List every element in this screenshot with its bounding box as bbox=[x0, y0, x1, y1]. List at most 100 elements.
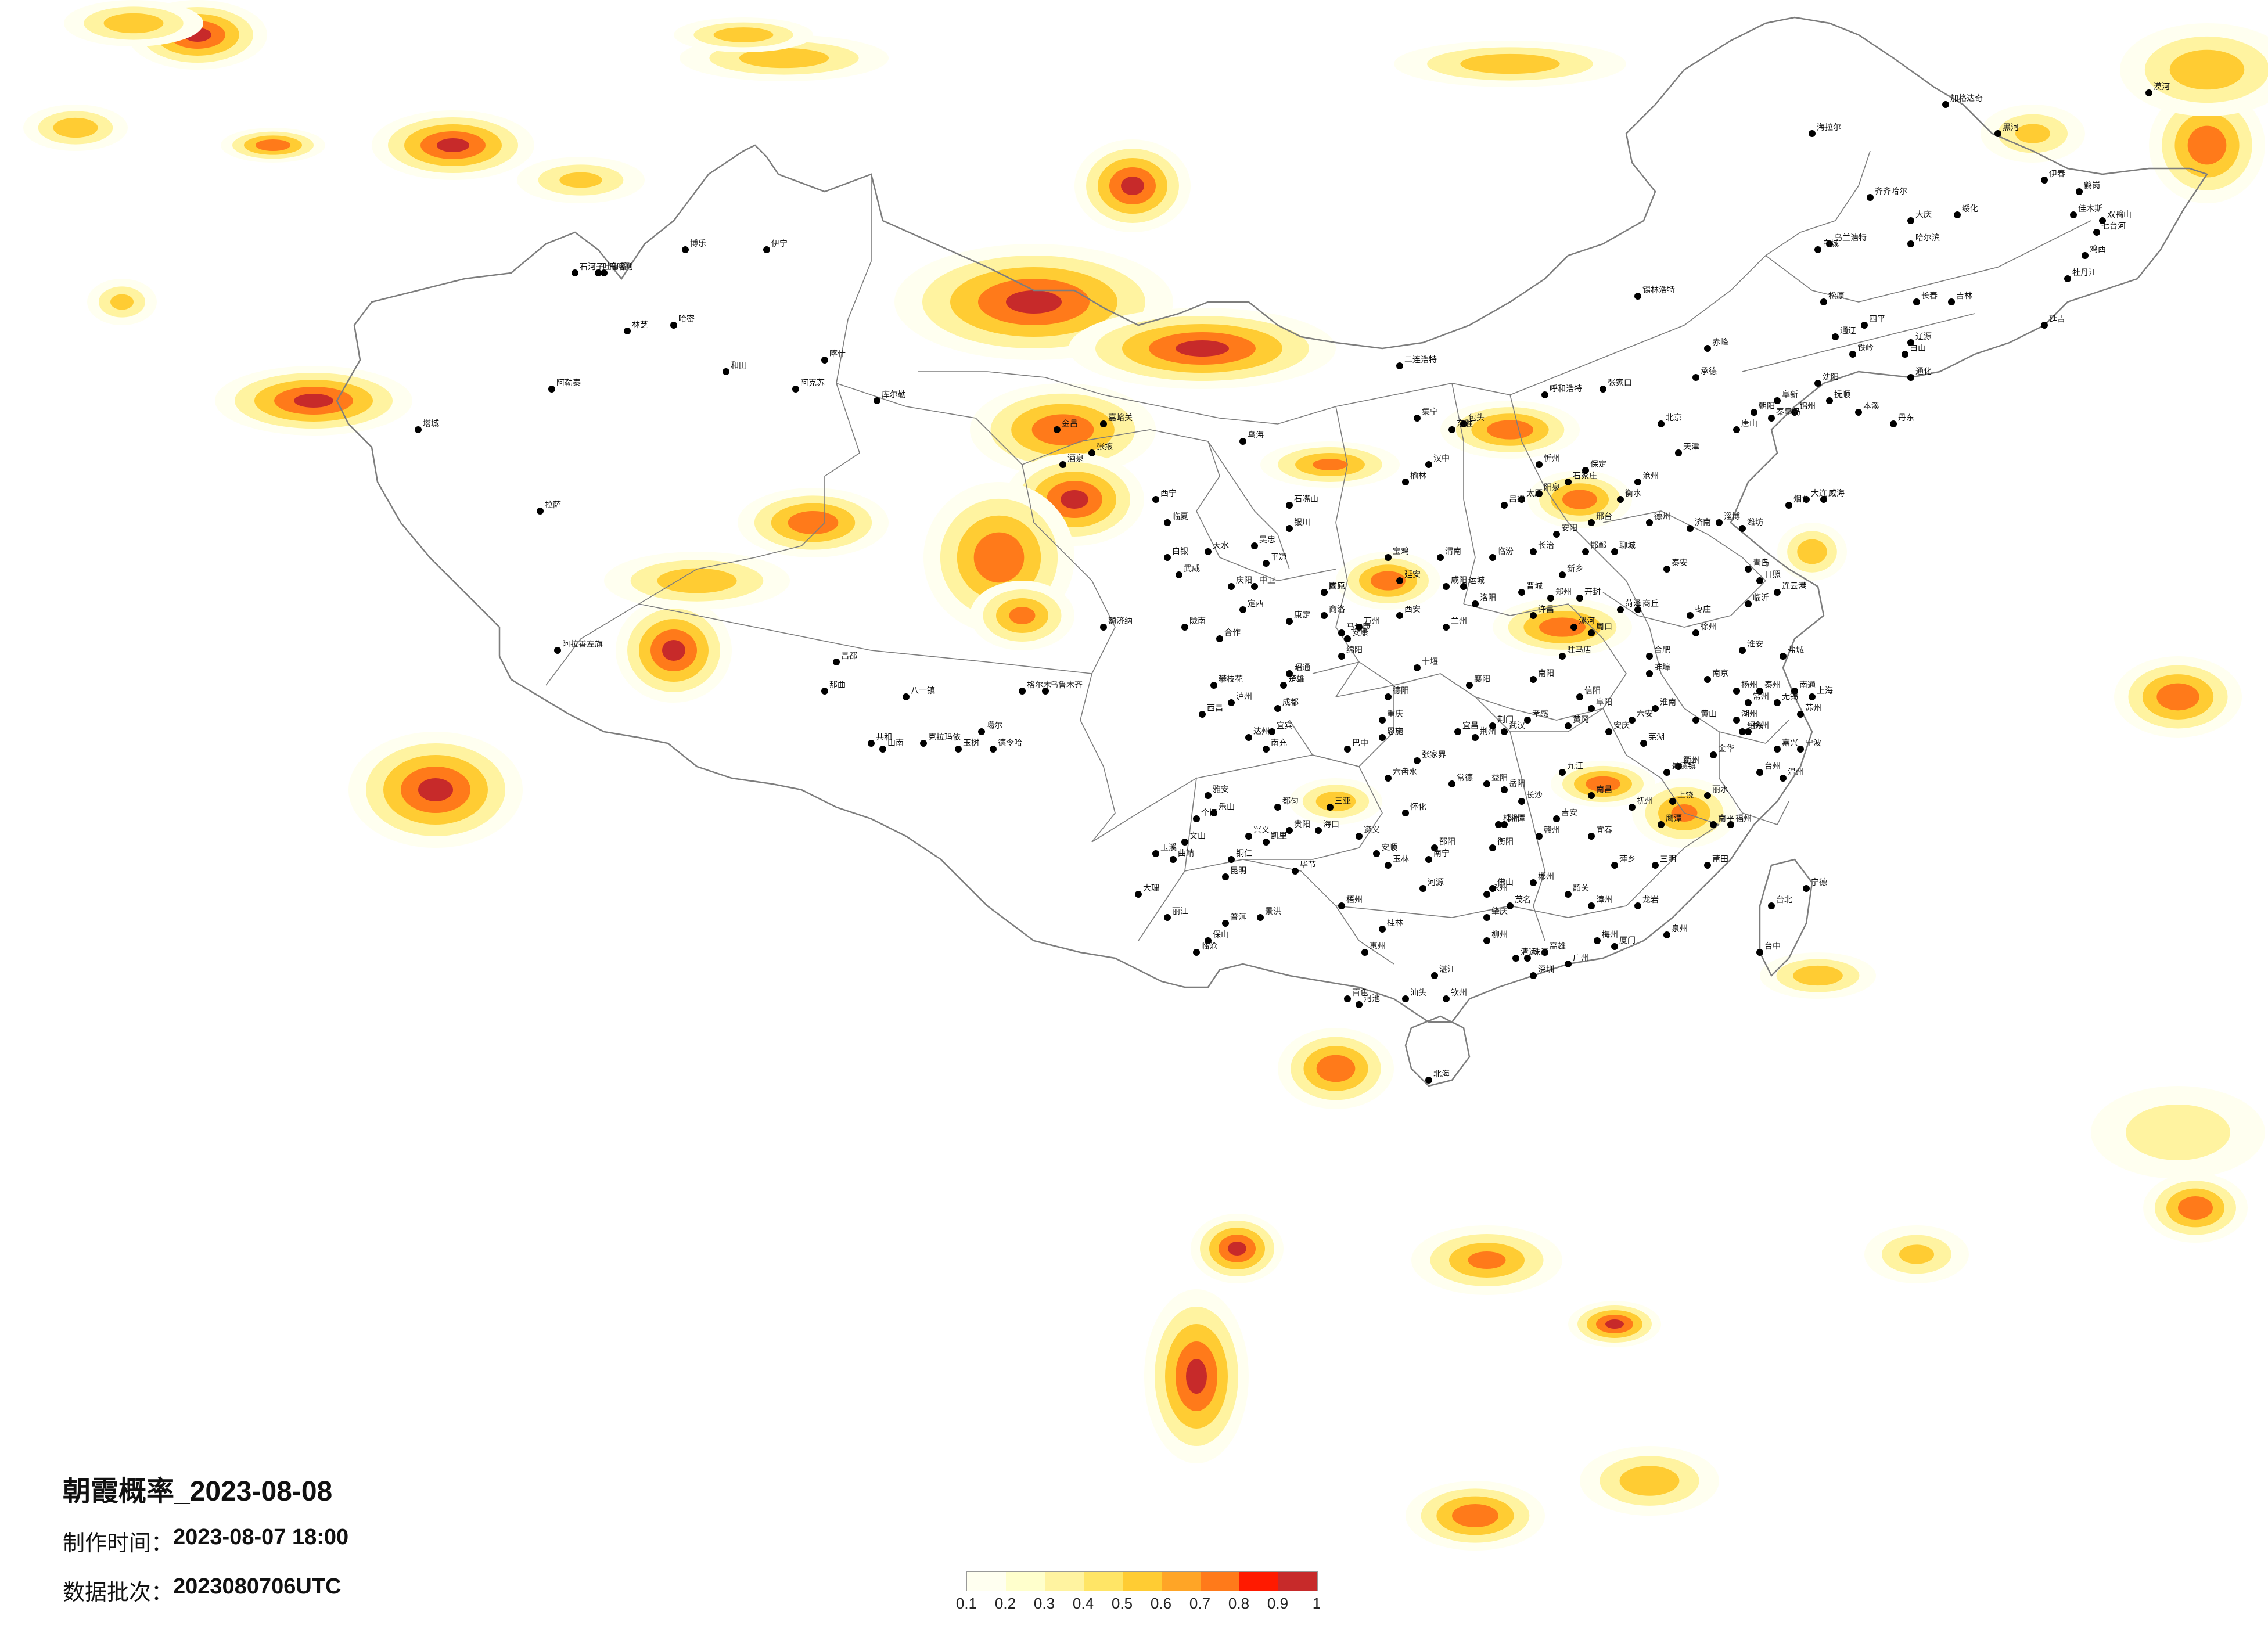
city-dot bbox=[1814, 380, 1821, 387]
city-marker: 玉林 bbox=[1385, 855, 1409, 869]
city-marker: 梅州 bbox=[1594, 930, 1618, 944]
city-marker: 毕节 bbox=[1292, 861, 1316, 875]
city-dot bbox=[1402, 810, 1409, 816]
probability-area bbox=[1371, 571, 1406, 591]
city-marker: 库尔勒 bbox=[874, 390, 906, 404]
city-marker: 伊春 bbox=[2041, 170, 2065, 184]
probability-area bbox=[1605, 1319, 1624, 1329]
city-label: 武威 bbox=[1184, 564, 1200, 574]
city-label: 格尔木 bbox=[1027, 681, 1051, 690]
city-dot bbox=[1687, 525, 1694, 532]
city-label: 徐州 bbox=[1701, 623, 1717, 632]
city-marker: 忻州 bbox=[1536, 454, 1560, 468]
city-label: 海口 bbox=[1323, 820, 1339, 829]
city-dot bbox=[1774, 397, 1781, 404]
city-label: 中卫 bbox=[1259, 576, 1275, 585]
city-dot bbox=[1704, 345, 1711, 352]
city-dot bbox=[1501, 786, 1508, 793]
city-label: 金华 bbox=[1718, 744, 1734, 754]
city-marker: 运城 bbox=[1460, 576, 1485, 590]
probability-area bbox=[53, 117, 98, 138]
city-label: 延吉 bbox=[2049, 315, 2065, 324]
city-dot bbox=[595, 269, 602, 276]
city-label: 青岛 bbox=[1753, 559, 1769, 568]
city-marker: 钦州 bbox=[1443, 988, 1467, 1002]
city-label: 安顺 bbox=[1381, 843, 1397, 852]
city-label: 衢州 bbox=[1683, 756, 1699, 765]
china-outline bbox=[336, 16, 2208, 1023]
city-label: 沧州 bbox=[1642, 471, 1659, 481]
city-label: 沈阳 bbox=[1823, 373, 1839, 382]
city-label: 文山 bbox=[1189, 832, 1206, 841]
city-marker: 白城 bbox=[1814, 239, 1839, 253]
city-marker: 威海 bbox=[1820, 489, 1845, 503]
city-marker: 菏泽 bbox=[1617, 599, 1641, 613]
city-label: 合作 bbox=[1224, 628, 1241, 638]
city-label: 桂林 bbox=[1387, 919, 1403, 928]
city-label: 库尔勒 bbox=[882, 390, 906, 400]
probability-area bbox=[2126, 1105, 2230, 1160]
city-label: 张家界 bbox=[1422, 750, 1446, 760]
city-marker: 赣州 bbox=[1536, 826, 1560, 840]
city-marker: 吐鲁番 bbox=[595, 262, 627, 276]
city-dot bbox=[601, 269, 608, 276]
city-dot bbox=[2064, 275, 2071, 282]
city-dot bbox=[1507, 902, 1514, 909]
city-dot bbox=[1663, 769, 1670, 776]
city-label: 驻马店 bbox=[1567, 646, 1591, 655]
city-label: 商洛 bbox=[1329, 605, 1345, 614]
city-label: 玉溪 bbox=[1160, 843, 1177, 852]
city-dot bbox=[1849, 351, 1856, 358]
city-label: 白城 bbox=[1823, 239, 1839, 249]
city-label: 威海 bbox=[1828, 489, 1845, 498]
city-label: 金昌 bbox=[1062, 419, 1078, 429]
city-label: 漯河 bbox=[1579, 617, 1595, 626]
city-label: 阿克苏 bbox=[800, 379, 825, 388]
city-label: 乐山 bbox=[1219, 803, 1235, 812]
city-label: 孝感 bbox=[1532, 709, 1548, 719]
city-marker: 呼和浩特 bbox=[1541, 384, 1582, 398]
city-marker: 玉树 bbox=[955, 739, 979, 753]
province-border-shandong bbox=[1602, 510, 1767, 628]
city-label: 济南 bbox=[1695, 518, 1711, 527]
city-dot bbox=[1263, 560, 1270, 567]
city-marker: 保定 bbox=[1582, 460, 1606, 474]
city-marker: 沈阳 bbox=[1814, 373, 1839, 387]
city-dot bbox=[1454, 728, 1461, 735]
city-dot bbox=[1646, 670, 1653, 677]
city-marker: 拉萨 bbox=[537, 501, 561, 515]
city-label: 贵阳 bbox=[1294, 820, 1310, 829]
city-dot bbox=[1541, 949, 1548, 956]
city-marker: 漯河 bbox=[1570, 617, 1595, 631]
city-dot bbox=[1280, 682, 1287, 689]
city-label: 唐山 bbox=[1741, 419, 1757, 429]
city-marker: 南阳 bbox=[1530, 669, 1554, 683]
city-label: 郑州 bbox=[1555, 588, 1572, 597]
city-label: 郴州 bbox=[1538, 872, 1554, 882]
city-dot bbox=[1646, 653, 1653, 660]
legend-swatch bbox=[1162, 1572, 1201, 1591]
city-marker: 凯里 bbox=[1263, 832, 1287, 846]
city-label: 许昌 bbox=[1538, 605, 1554, 614]
city-label: 张家口 bbox=[1608, 378, 1632, 388]
city-dot bbox=[1663, 931, 1670, 938]
city-dot bbox=[1745, 566, 1752, 573]
city-label: 哈尔滨 bbox=[1915, 233, 1940, 243]
city-label: 兰州 bbox=[1451, 617, 1467, 626]
city-dot bbox=[1414, 757, 1421, 764]
city-label: 长春 bbox=[1921, 292, 1938, 301]
city-dot bbox=[1373, 850, 1380, 857]
city-marker: 鹤岗 bbox=[2076, 181, 2100, 195]
city-dot bbox=[1820, 496, 1827, 503]
city-dot bbox=[1902, 351, 1908, 358]
city-label: 荆门 bbox=[1497, 715, 1514, 725]
city-label: 松原 bbox=[1828, 292, 1845, 301]
city-marker: 达州 bbox=[1245, 727, 1270, 741]
city-marker: 三明 bbox=[1652, 855, 1676, 869]
city-marker: 吉林 bbox=[1948, 292, 1972, 305]
city-label: 晋城 bbox=[1526, 582, 1543, 591]
province-border-chongqing bbox=[1289, 661, 1394, 767]
city-marker: 南宁 bbox=[1425, 848, 1450, 863]
city-dot bbox=[2070, 211, 2077, 218]
city-dot bbox=[1164, 554, 1171, 561]
